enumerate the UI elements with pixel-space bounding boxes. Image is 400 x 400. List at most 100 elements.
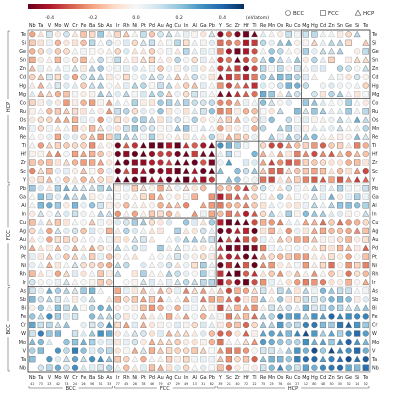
cell-Sc-Au (157, 168, 164, 175)
cell-Ir-Re (260, 279, 267, 286)
cell-Sb-Y (217, 296, 224, 303)
cell-Rh-Ta (37, 270, 45, 277)
cell-Re-Sb (97, 133, 104, 140)
cell-Fe-As (105, 312, 113, 320)
y-left-label: Au (20, 237, 26, 243)
cell-Bi-Si (353, 304, 361, 311)
cell-Re-Pd (148, 133, 156, 140)
cell-Ge-Ti (251, 48, 258, 55)
cell-Cu-Ir (114, 219, 121, 226)
y-left-label: As (20, 288, 26, 294)
cell-Ga-Sn (337, 193, 344, 200)
cell-Si-Cr (71, 39, 79, 46)
cell-Sb-Ir (114, 296, 121, 303)
cell-Os-Au (157, 116, 164, 123)
y-left-label: Rh (20, 271, 27, 277)
cell-Nb-Ti (251, 364, 258, 371)
cell-Pd-Au (157, 244, 164, 252)
cell-Ag-Re (260, 227, 267, 234)
cell-Sb-Nb (29, 296, 36, 303)
cell-Rh-Re (259, 270, 267, 277)
cell-Nb-W (63, 364, 70, 371)
cell-Au-As (106, 236, 113, 243)
y-left-label: Si (22, 41, 26, 47)
x-top-label: Mg (302, 23, 309, 29)
cell-Cu-Mo (54, 219, 62, 226)
cell-Y-Zn (328, 176, 335, 183)
cell-Ga-Mn (268, 193, 276, 200)
cell-Pb-Re (260, 185, 267, 192)
cell-Ge-Zr (234, 48, 241, 55)
cell-Sn-Hf (242, 56, 250, 63)
cell-Ru-Hf (242, 108, 250, 115)
cell-Cu-Ni (131, 219, 138, 226)
cell-V-Mo (54, 347, 61, 354)
cell-Mo-Pb (208, 339, 215, 346)
cell-Hg-Nb (28, 82, 36, 89)
cell-V-Hg (311, 347, 318, 354)
cell-Al-Pb (208, 202, 215, 209)
cell-Zr-W (63, 158, 70, 166)
y-left-label: Mn (19, 126, 26, 132)
y-left-label: In (21, 212, 26, 218)
cell-Hf-Ni (131, 150, 138, 158)
cell-V-Fe (80, 347, 87, 354)
cell-As-Si (353, 287, 361, 294)
cell-Y-Ir (114, 176, 122, 183)
x-top-label: V (48, 23, 52, 29)
cell-Rh-Sc (225, 270, 233, 277)
cell-Au-Y (216, 235, 224, 243)
cell-Mo-Hg (311, 338, 318, 345)
cell-Zr-Cr (71, 159, 79, 166)
cell-Ru-Ir (114, 108, 121, 115)
cell-Au-V (46, 236, 53, 243)
cell-Zr-Pt (140, 159, 147, 166)
cell-Sn-Fe (80, 56, 87, 64)
cell-Mo-Co (294, 339, 301, 346)
cell-Bi-Ru (285, 304, 292, 311)
cell-Nb-Ga (200, 364, 207, 371)
x-top-label: Os (277, 23, 284, 29)
cell-Ge-Hg (311, 48, 318, 55)
cell-In-Si (354, 210, 361, 217)
cell-Mg-Pd (148, 90, 156, 97)
cell-Hg-Zr (234, 82, 241, 89)
cell-Co-Rh (122, 99, 130, 106)
cell-Zr-Al (191, 159, 198, 166)
cell-Pb-Nb (29, 185, 36, 192)
cell-Co-Cd (319, 99, 327, 106)
y-left-label: Pb (20, 186, 26, 192)
cell-Al-Pd (148, 202, 156, 209)
cell-Au-In (182, 235, 190, 243)
x-bottom-label: V (48, 375, 52, 381)
cell-Mo-Rh (123, 338, 130, 346)
cell-Si-Pb (208, 39, 215, 46)
cell-Ir-Pb (208, 279, 215, 286)
cell-Cr-Pt (140, 321, 147, 328)
cell-Sn-Zn (328, 56, 335, 64)
y-left-label: Fe (20, 314, 26, 320)
cell-Mn-Pt (140, 125, 147, 132)
x-atomic-number: 26 (82, 382, 86, 386)
legend-item-hcp: HCP (354, 9, 375, 17)
cell-Ir-Ge (345, 279, 352, 286)
cell-Zr-Si (354, 159, 361, 166)
cell-Mg-Hf (242, 90, 250, 97)
cell-Ge-Mo (54, 48, 61, 55)
cell-Ag-Ba (89, 227, 96, 234)
cell-Ga-V (46, 193, 53, 200)
cell-Co-W (63, 99, 70, 106)
cell-Zr-Ga (200, 159, 207, 166)
cell-Hg-Ba (88, 82, 96, 89)
cell-Co-Ir (114, 99, 122, 106)
cell-Cu-Pt (140, 218, 147, 226)
x-bottom-label: Hg (311, 375, 318, 381)
cell-W-Cr (71, 330, 79, 337)
cell-Mn-Cr (71, 125, 79, 132)
cell-Zn-Al (191, 65, 198, 72)
cell-Ag-Co (294, 227, 301, 235)
cell-Bi-Ti (251, 304, 258, 311)
cell-Sn-Re (259, 56, 267, 63)
cell-Os-Ga (200, 116, 207, 123)
y-left-label: Mg (19, 92, 26, 98)
